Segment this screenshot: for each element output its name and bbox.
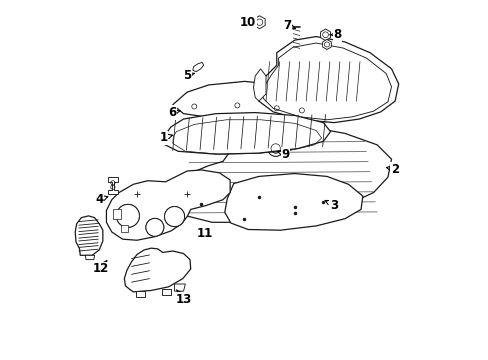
Text: 11: 11 — [197, 226, 213, 239]
Text: 13: 13 — [175, 290, 191, 306]
Text: 5: 5 — [183, 69, 194, 82]
Polygon shape — [163, 113, 330, 154]
Polygon shape — [253, 69, 265, 101]
Polygon shape — [253, 16, 264, 29]
Text: 1: 1 — [160, 131, 172, 144]
Polygon shape — [121, 225, 128, 232]
Polygon shape — [112, 209, 121, 220]
Circle shape — [116, 204, 139, 227]
Text: 9: 9 — [277, 148, 289, 161]
Polygon shape — [162, 289, 171, 295]
Text: 12: 12 — [93, 261, 109, 275]
Text: 8: 8 — [329, 28, 341, 41]
Circle shape — [267, 140, 283, 156]
Polygon shape — [107, 177, 118, 194]
Circle shape — [164, 207, 184, 226]
Polygon shape — [172, 81, 323, 118]
Text: 3: 3 — [325, 199, 338, 212]
Circle shape — [145, 219, 163, 236]
Polygon shape — [258, 37, 398, 123]
Polygon shape — [322, 40, 331, 49]
Text: 10: 10 — [240, 16, 257, 29]
Text: 6: 6 — [168, 106, 180, 119]
Polygon shape — [171, 126, 391, 222]
Circle shape — [116, 204, 139, 227]
Text: 4: 4 — [95, 193, 108, 206]
Circle shape — [145, 219, 163, 236]
Polygon shape — [85, 255, 94, 260]
Polygon shape — [75, 216, 102, 255]
Circle shape — [267, 140, 283, 156]
Text: 2: 2 — [386, 163, 398, 176]
Polygon shape — [106, 170, 230, 240]
Polygon shape — [136, 291, 144, 297]
Polygon shape — [320, 29, 330, 41]
Polygon shape — [192, 62, 203, 72]
Polygon shape — [224, 174, 362, 230]
Polygon shape — [174, 284, 185, 291]
Circle shape — [164, 207, 184, 226]
Text: 7: 7 — [283, 19, 295, 32]
Polygon shape — [124, 248, 190, 292]
